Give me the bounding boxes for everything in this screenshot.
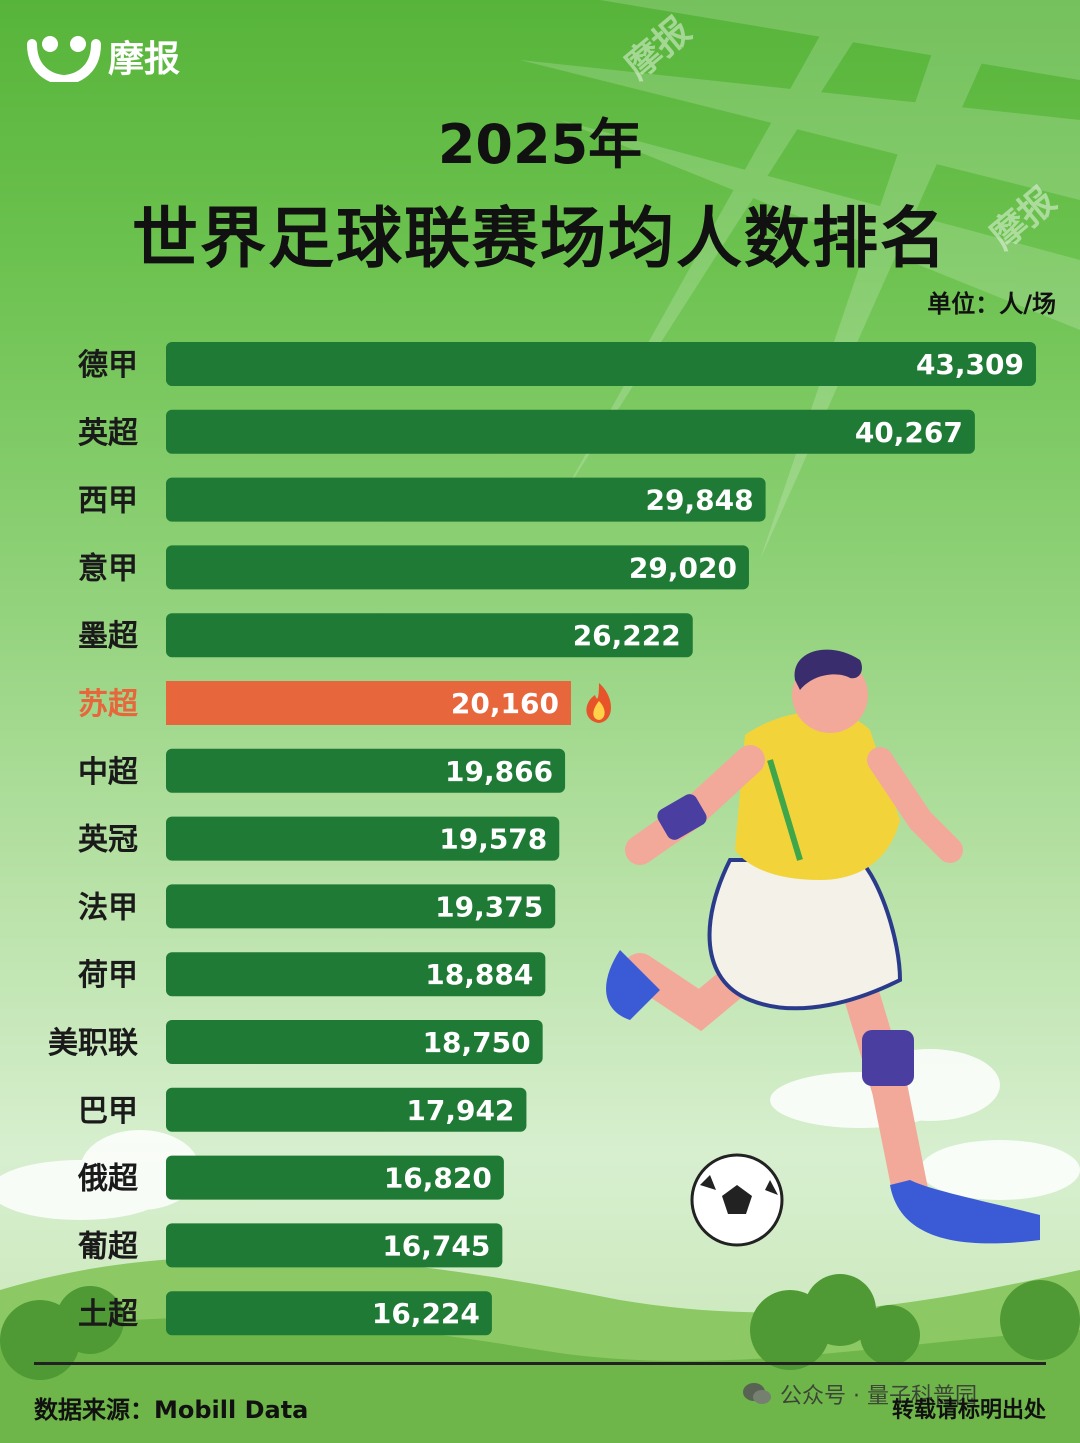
bar xyxy=(166,1020,543,1064)
value-label: 29,020 xyxy=(629,551,737,584)
league-label: 意甲 xyxy=(78,551,138,586)
value-label: 19,866 xyxy=(445,755,553,788)
copyright-notice: 转载请标明出处 xyxy=(891,1398,1046,1423)
unit-label: 单位：人/场 xyxy=(927,290,1056,318)
bar xyxy=(166,1155,504,1200)
league-label: 苏超 xyxy=(78,687,139,722)
fire-icon xyxy=(586,683,611,723)
league-label: 墨超 xyxy=(78,619,139,654)
league-label: 俄超 xyxy=(77,1162,139,1197)
logo-text: 摩报 xyxy=(108,39,181,80)
bar xyxy=(166,816,560,861)
value-label: 16,224 xyxy=(372,1297,480,1330)
league-label: 英超 xyxy=(78,416,139,451)
league-label: 法甲 xyxy=(78,890,138,925)
logo-icon xyxy=(27,36,101,82)
league-label: 德甲 xyxy=(78,348,138,383)
bar xyxy=(166,342,1036,386)
value-label: 29,848 xyxy=(646,484,754,517)
value-label: 18,884 xyxy=(425,958,533,991)
value-label: 16,745 xyxy=(382,1229,490,1262)
league-label: 巴甲 xyxy=(78,1094,138,1129)
value-label: 26,222 xyxy=(573,619,681,652)
data-source: 数据来源：Mobill Data xyxy=(34,1396,309,1424)
bar xyxy=(166,952,546,997)
league-label: 美职联 xyxy=(48,1026,138,1061)
league-label: 中超 xyxy=(78,755,139,790)
footer-divider xyxy=(34,1362,1046,1365)
wechat-account: 公众号 · 量子科普园 xyxy=(780,1384,977,1409)
league-label: 荷甲 xyxy=(78,958,138,993)
bar xyxy=(166,1291,492,1336)
value-label: 18,750 xyxy=(423,1026,531,1059)
bar xyxy=(166,1223,503,1268)
bar xyxy=(166,545,749,590)
wechat-icon xyxy=(743,1383,771,1404)
wechat-watermark: 公众号 · 量子科普园 xyxy=(742,1378,977,1410)
value-label: 43,309 xyxy=(916,348,1024,381)
bar xyxy=(166,1087,527,1132)
bar xyxy=(166,477,766,522)
highlight-bar xyxy=(166,681,571,725)
league-label: 英冠 xyxy=(78,823,138,858)
league-label: 葡超 xyxy=(78,1229,139,1264)
chart-title: 世界足球联赛场均人数排名 xyxy=(132,200,948,277)
league-label: 西甲 xyxy=(78,484,138,519)
value-label: 19,375 xyxy=(435,890,543,923)
chart-title-year: 2025年 xyxy=(437,113,643,176)
bar xyxy=(166,409,975,454)
bar xyxy=(166,884,556,929)
value-label: 17,942 xyxy=(406,1094,514,1127)
brand-logo: 摩报 xyxy=(26,30,180,82)
value-label: 19,578 xyxy=(439,823,547,856)
league-label: 土超 xyxy=(78,1297,139,1332)
bar xyxy=(166,613,693,658)
value-label: 16,820 xyxy=(384,1162,492,1195)
value-label: 40,267 xyxy=(855,416,963,449)
bar xyxy=(166,748,566,793)
value-label: 20,160 xyxy=(451,687,559,720)
